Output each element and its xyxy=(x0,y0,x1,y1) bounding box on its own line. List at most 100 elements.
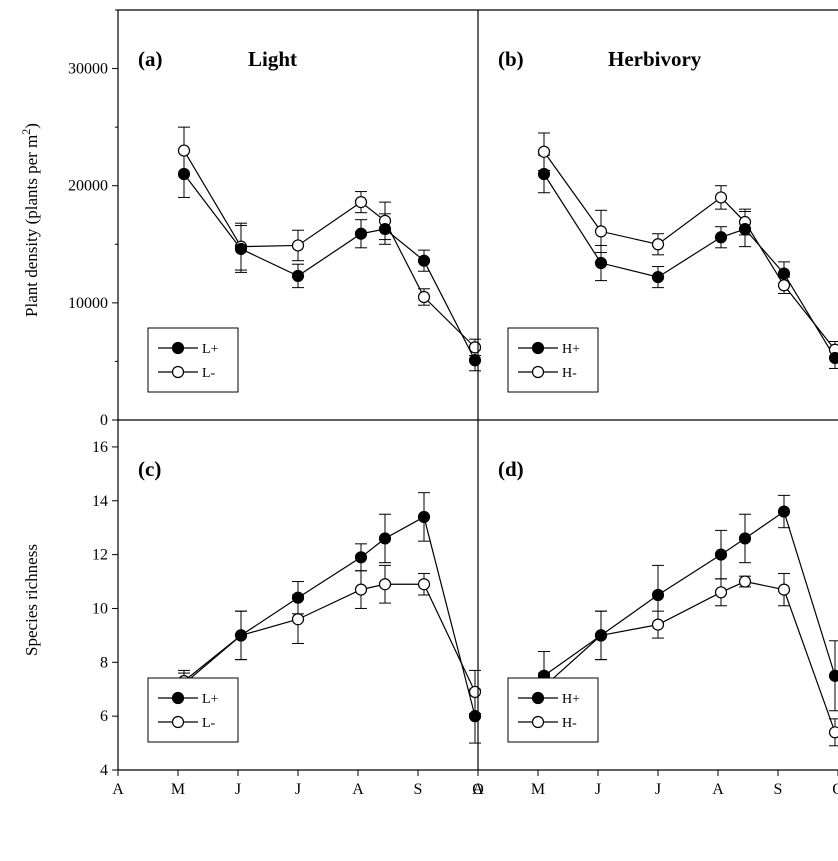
data-point-H- xyxy=(738,575,752,588)
data-point-L+ xyxy=(354,551,368,564)
y-tick-label-top: 30000 xyxy=(68,61,108,78)
legend-marker xyxy=(171,715,185,729)
data-point-L+ xyxy=(291,591,305,604)
x-tick-label: J xyxy=(655,781,661,798)
data-point-L+ xyxy=(234,242,248,256)
y-axis-label-close: ) xyxy=(22,123,41,129)
data-point-H+ xyxy=(738,532,752,545)
y-axis-label-plant-density: Plant density (plants per m2) xyxy=(19,123,41,317)
panel-b: (b) Herbivory H+ H- xyxy=(498,47,838,393)
legend-marker xyxy=(531,715,545,729)
data-point-H+ xyxy=(714,548,728,561)
x-tick-label: S xyxy=(414,781,423,798)
panel-title: Herbivory xyxy=(608,47,702,71)
x-tick-label: M xyxy=(531,781,545,798)
legend-marker xyxy=(531,691,545,705)
legend-label: H- xyxy=(562,366,577,381)
data-point-L- xyxy=(291,239,305,252)
data-point-L+ xyxy=(417,510,431,524)
y-tick-label-top: 0 xyxy=(100,412,108,429)
x-tick-label: J xyxy=(235,781,241,798)
x-tick-label: J xyxy=(295,781,301,798)
data-point-H- xyxy=(714,191,728,204)
legend-label: L- xyxy=(202,366,216,381)
data-point-L+ xyxy=(291,269,305,283)
x-tick-label: A xyxy=(112,781,124,798)
x-tick-label: M xyxy=(171,781,185,798)
legend-label: L+ xyxy=(202,692,219,707)
data-point-L+ xyxy=(234,629,248,642)
legend-label: H- xyxy=(562,716,577,731)
y-axis-label-species-richness: Species richness xyxy=(22,544,41,656)
legend-marker xyxy=(171,341,185,355)
y-tick-label-bottom: 12 xyxy=(92,547,108,564)
series-line-H+ xyxy=(543,510,836,677)
series-line-L- xyxy=(183,583,476,693)
panel-label: (b) xyxy=(498,47,524,71)
panel-label: (d) xyxy=(498,457,524,481)
legend-label: H+ xyxy=(562,692,580,707)
x-tick-label: J xyxy=(595,781,601,798)
legend-box xyxy=(147,327,239,393)
data-point-L- xyxy=(468,341,482,354)
data-point-H- xyxy=(651,618,665,631)
data-point-L- xyxy=(291,613,305,626)
data-point-H- xyxy=(714,586,728,599)
data-point-L+ xyxy=(378,222,392,236)
legend-marker xyxy=(171,691,185,705)
legend-marker xyxy=(531,365,545,379)
y-tick-label-bottom: 14 xyxy=(92,493,108,510)
panel-a: (a) Light L+ L- xyxy=(138,47,482,393)
data-point-H+ xyxy=(594,256,608,270)
y-tick-label-bottom: 16 xyxy=(92,439,108,456)
y-tick-label-top: 10000 xyxy=(68,295,108,312)
data-point-H+ xyxy=(714,231,728,244)
data-point-H- xyxy=(537,145,551,158)
data-point-H+ xyxy=(651,588,665,602)
x-tick-label: A xyxy=(712,781,724,798)
y-tick-label-top: 20000 xyxy=(68,178,108,195)
legend-marker xyxy=(171,365,185,379)
data-point-H+ xyxy=(828,351,838,365)
x-tick-label: O xyxy=(832,781,838,798)
y-tick-label-bottom: 8 xyxy=(100,654,108,671)
data-point-L+ xyxy=(417,254,431,267)
data-point-L- xyxy=(417,578,431,591)
x-tick-label: A xyxy=(352,781,364,798)
legend-label: L+ xyxy=(202,342,219,357)
panel-label: (c) xyxy=(138,457,161,481)
panel-title: Light xyxy=(248,47,297,71)
data-point-L- xyxy=(468,685,482,699)
data-point-H- xyxy=(651,238,665,251)
legend-box xyxy=(507,327,599,393)
legend-box xyxy=(147,677,239,743)
data-point-H+ xyxy=(537,167,551,181)
x-tick-label: S xyxy=(774,781,783,798)
y-axis-label-main: Plant density (plants per m xyxy=(22,135,41,317)
panel-label: (a) xyxy=(138,47,163,71)
y-tick-label-bottom: 10 xyxy=(92,600,108,617)
data-point-L+ xyxy=(378,532,392,545)
x-tick-label: A xyxy=(472,781,484,798)
data-point-H+ xyxy=(738,222,752,236)
series-line-L- xyxy=(183,150,476,348)
data-point-H- xyxy=(828,726,838,739)
data-point-H+ xyxy=(651,270,665,284)
y-tick-label-bottom: 6 xyxy=(100,708,108,725)
x-tick-label: O xyxy=(472,781,484,798)
data-point-H+ xyxy=(594,629,608,642)
panel-c: (c) L+ L- xyxy=(138,457,482,744)
y-tick-label-bottom: 4 xyxy=(100,762,108,779)
series-line-H- xyxy=(543,151,836,351)
data-point-H- xyxy=(777,279,791,292)
data-point-L+ xyxy=(354,227,368,240)
data-point-L- xyxy=(354,196,368,209)
data-point-L- xyxy=(354,583,368,596)
data-point-L- xyxy=(417,290,431,304)
data-point-H+ xyxy=(777,505,791,518)
data-point-L+ xyxy=(468,710,482,723)
legend-box xyxy=(507,677,599,743)
data-point-H+ xyxy=(777,267,791,280)
